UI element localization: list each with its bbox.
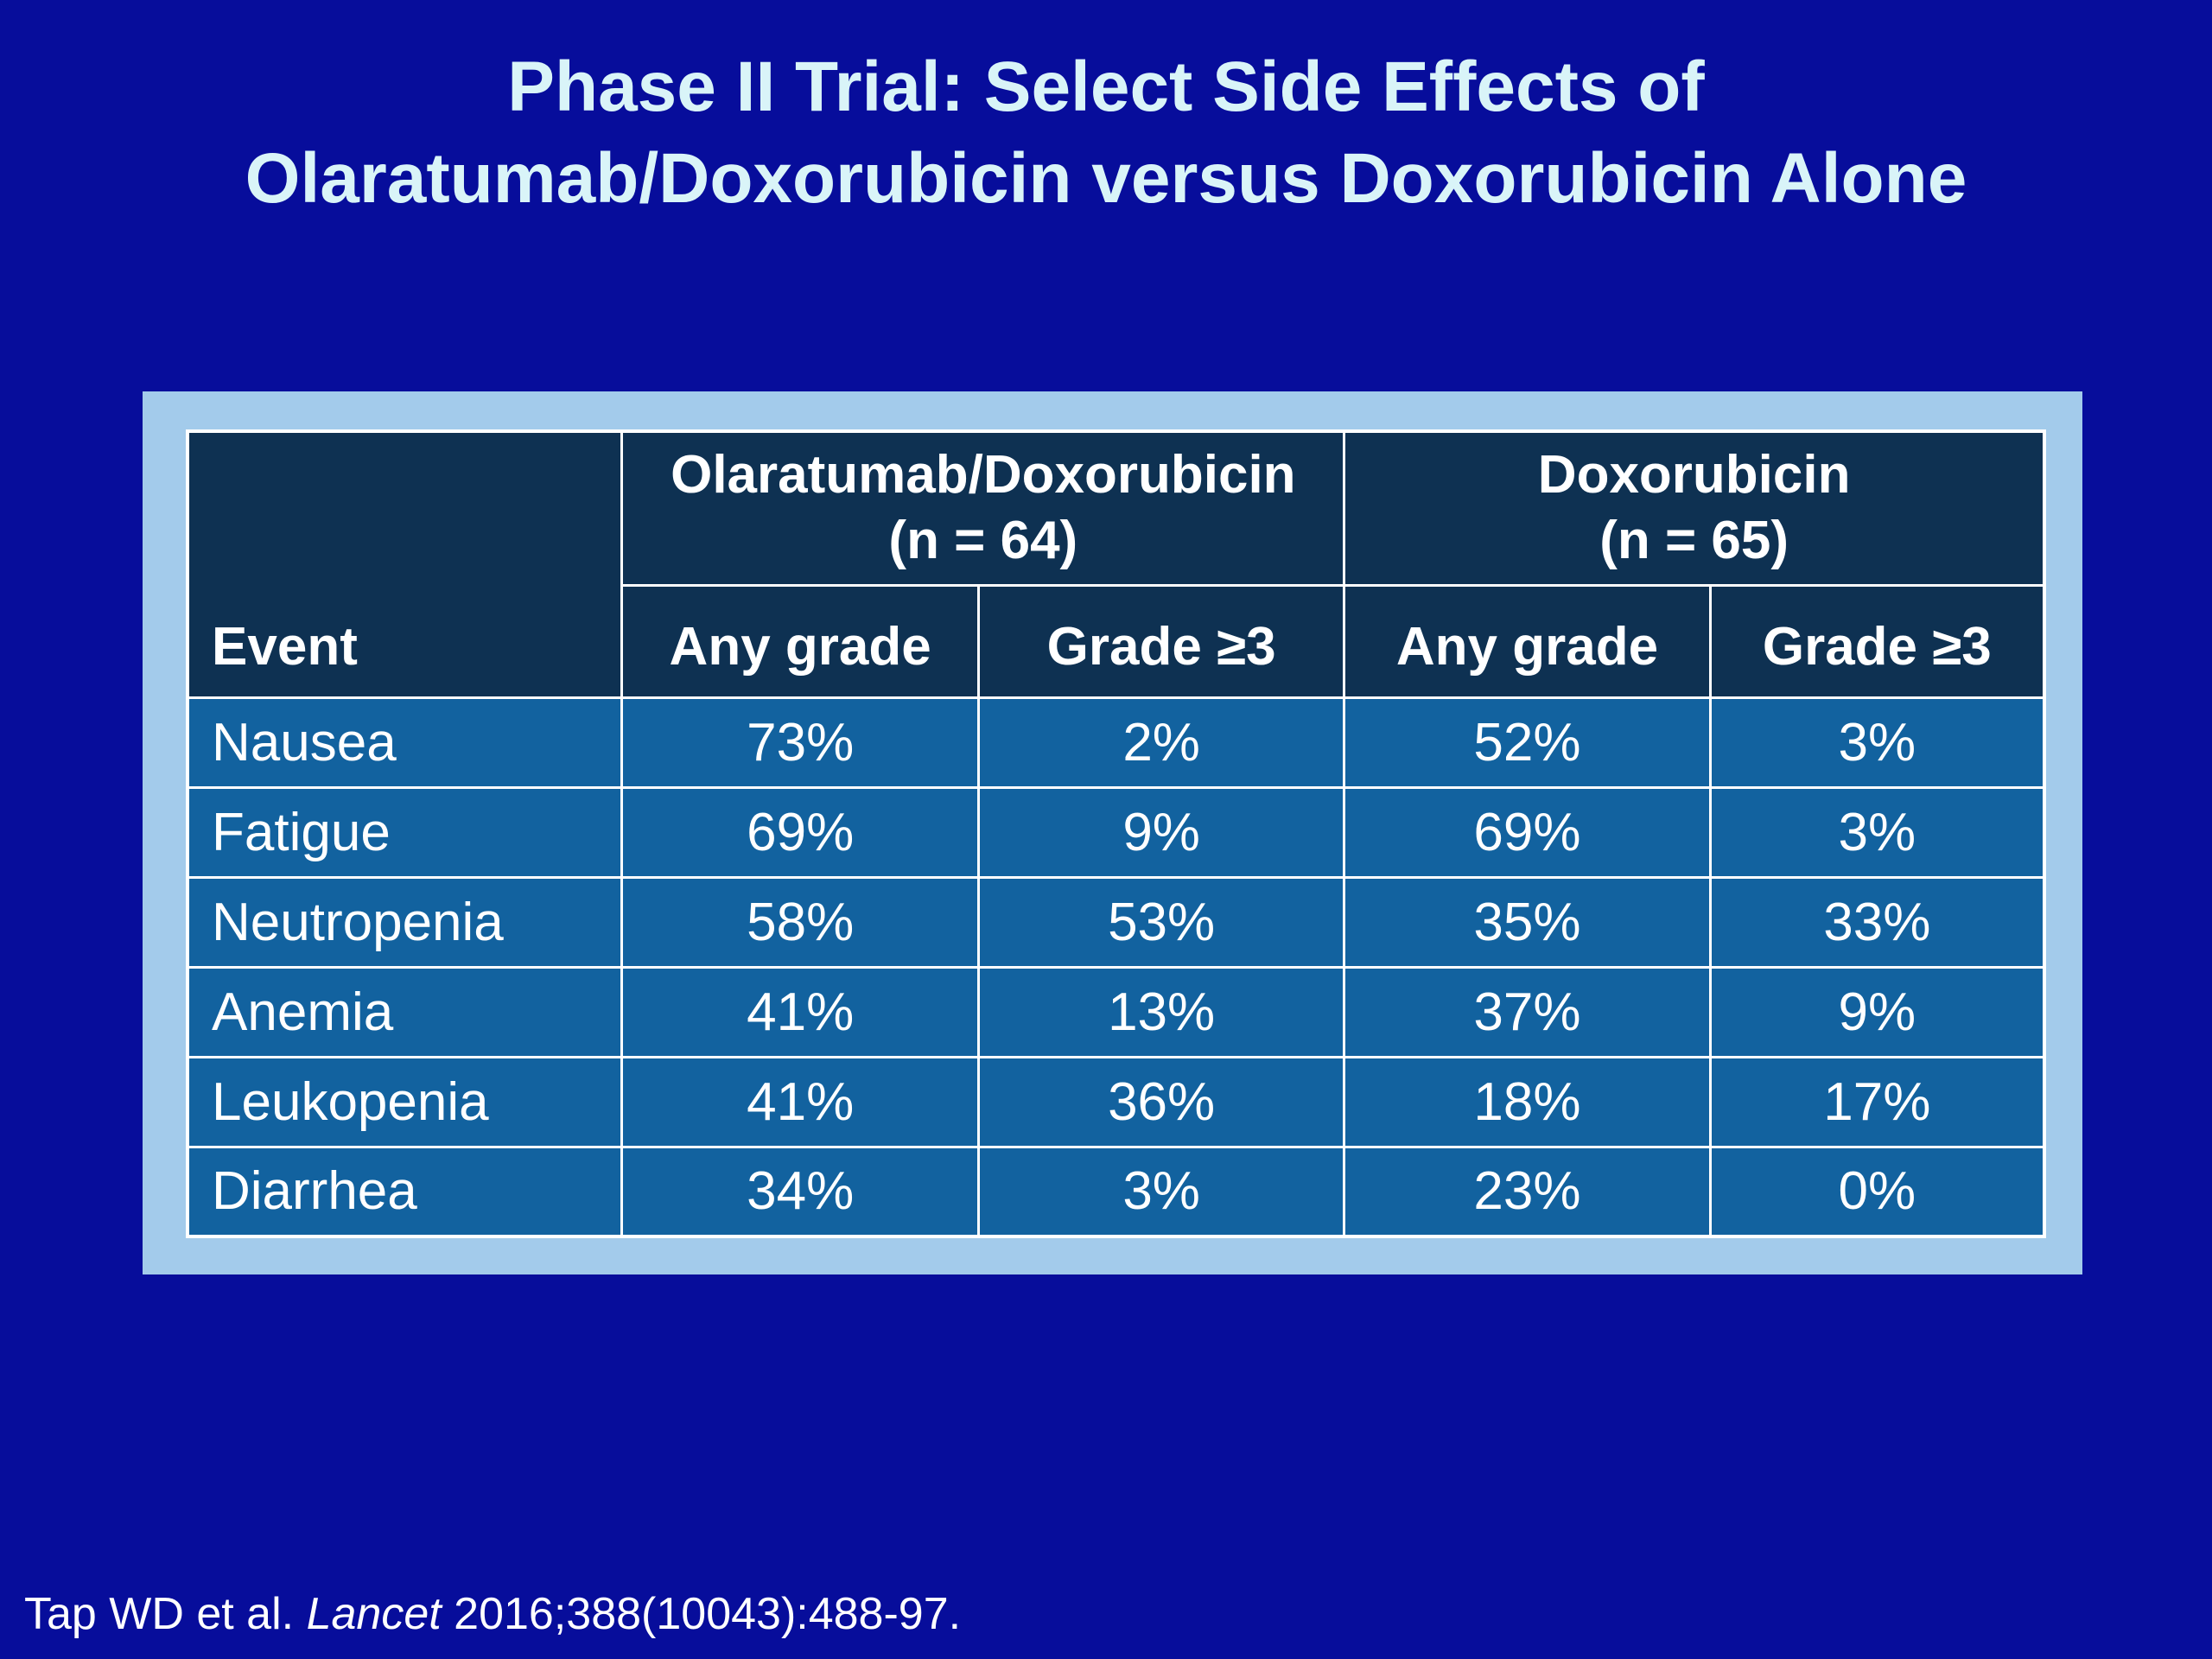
value-cell: 41% — [620, 1055, 980, 1148]
value-cell: 3% — [1708, 696, 2046, 789]
value-cell: 3% — [976, 1145, 1346, 1238]
event-cell: Neutropenia — [186, 875, 624, 969]
table-row: Diarrhea 34% 3% 23% 0% — [186, 1145, 2046, 1238]
group-header-arm-name: Doxorubicin — [1537, 445, 1851, 505]
column-header-event: Event — [186, 429, 624, 699]
value-cell: 23% — [1343, 1145, 1712, 1238]
title-line-2: Olaratumab/Doxorubicin versus Doxorubici… — [245, 139, 1967, 218]
value-cell: 37% — [1343, 965, 1712, 1058]
page-title: Phase II Trial: Select Side Effects of O… — [0, 41, 2212, 225]
table-sub-header-row: Any grade Grade ≥3 Any grade Grade ≥3 — [188, 583, 2046, 699]
event-cell: Nausea — [186, 696, 624, 789]
value-cell: 52% — [1343, 696, 1712, 789]
column-header-grade3-dox: Grade ≥3 — [1708, 583, 2046, 699]
value-cell: 34% — [620, 1145, 980, 1238]
group-header-olaratumab-doxorubicin: Olaratumab/Doxorubicin (n = 64) — [620, 429, 1346, 587]
event-cell: Leukopenia — [186, 1055, 624, 1148]
value-cell: 33% — [1708, 875, 2046, 969]
title-line-1: Phase II Trial: Select Side Effects of — [507, 48, 1705, 126]
value-cell: 36% — [976, 1055, 1346, 1148]
citation-prefix: Tap WD et al. — [24, 1589, 307, 1639]
citation-journal: Lancet — [306, 1589, 442, 1639]
group-header-arm-n: (n = 64) — [888, 511, 1078, 571]
value-cell: 17% — [1708, 1055, 2046, 1148]
value-cell: 0% — [1708, 1145, 2046, 1238]
event-cell: Fatigue — [186, 785, 624, 879]
value-cell: 9% — [1708, 965, 2046, 1058]
table-row: Neutropenia 58% 53% 35% 33% — [186, 875, 2046, 969]
citation-suffix: 2016;388(10043):488-97. — [441, 1589, 962, 1639]
value-cell: 73% — [620, 696, 980, 789]
value-cell: 35% — [1343, 875, 1712, 969]
column-header-grade3-combo: Grade ≥3 — [976, 583, 1346, 699]
value-cell: 41% — [620, 965, 980, 1058]
value-cell: 9% — [976, 785, 1346, 879]
value-cell: 58% — [620, 875, 980, 969]
table-row: Leukopenia 41% 36% 18% 17% — [186, 1055, 2046, 1148]
column-header-any-grade-dox: Any grade — [1343, 583, 1712, 699]
value-cell: 18% — [1343, 1055, 1712, 1148]
table-group-header-row: Event Olaratumab/Doxorubicin (n = 64) Do… — [186, 429, 2046, 699]
citation: Tap WD et al. Lancet 2016;388(10043):488… — [24, 1588, 961, 1640]
group-header-arm-n: (n = 65) — [1599, 511, 1789, 571]
value-cell: 2% — [976, 696, 1346, 789]
value-cell: 13% — [976, 965, 1346, 1058]
table-row: Anemia 41% 13% 37% 9% — [186, 965, 2046, 1058]
column-header-any-grade-combo: Any grade — [620, 583, 980, 699]
event-cell: Anemia — [186, 965, 624, 1058]
value-cell: 3% — [1708, 785, 2046, 879]
group-header-doxorubicin: Doxorubicin (n = 65) — [1343, 429, 2046, 587]
value-cell: 69% — [1343, 785, 1712, 879]
value-cell: 53% — [976, 875, 1346, 969]
group-header-arm-name: Olaratumab/Doxorubicin — [671, 445, 1296, 505]
event-cell: Diarrhea — [186, 1145, 624, 1238]
value-cell: 69% — [620, 785, 980, 879]
table-frame: Event Olaratumab/Doxorubicin (n = 64) Do… — [143, 391, 2082, 1274]
side-effects-table: Event Olaratumab/Doxorubicin (n = 64) Do… — [186, 429, 2046, 1238]
table-row: Fatigue 69% 9% 69% 3% — [186, 785, 2046, 879]
table-row: Nausea 73% 2% 52% 3% — [186, 696, 2046, 789]
